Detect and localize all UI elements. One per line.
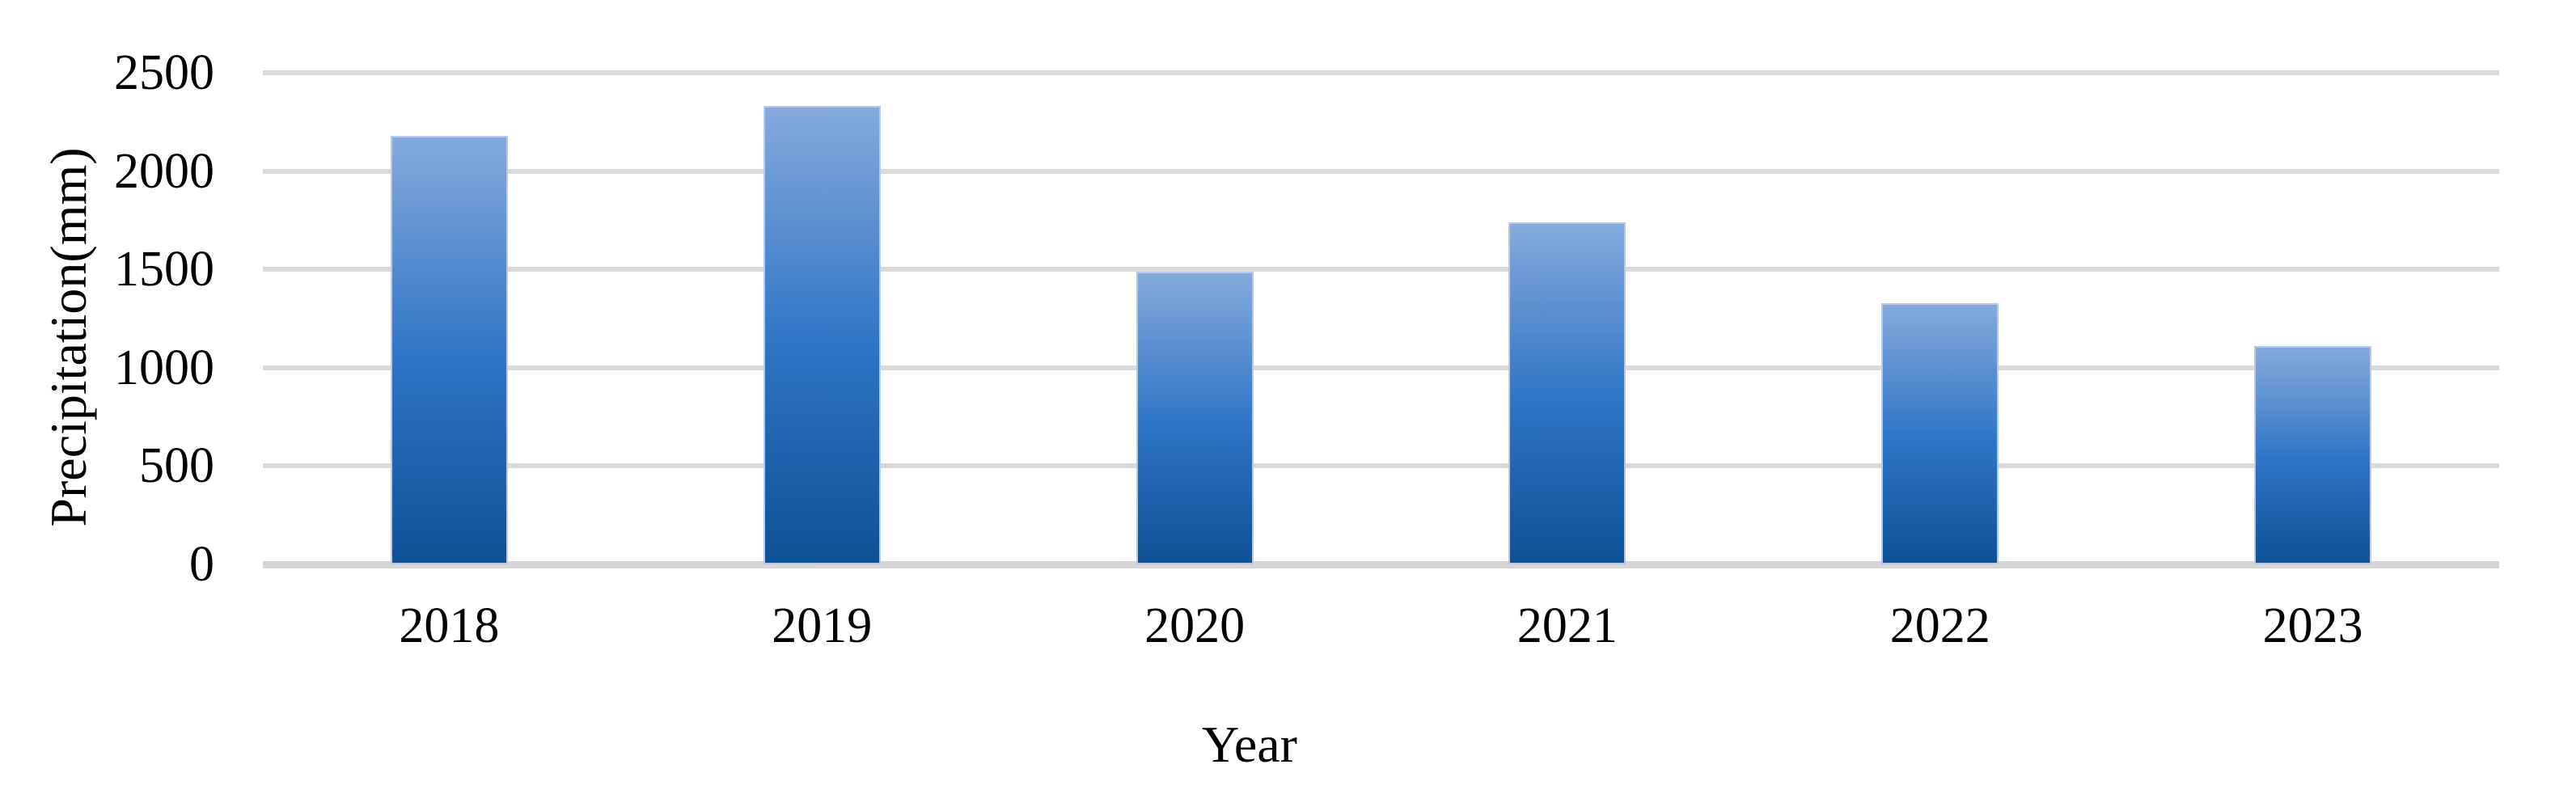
y-tick-label-0: 0 bbox=[189, 537, 214, 592]
gridline-2500 bbox=[263, 70, 2499, 75]
plot-area bbox=[263, 70, 2499, 568]
y-tick-label-2000: 2000 bbox=[114, 143, 214, 199]
y-tick-label-1000: 1000 bbox=[114, 340, 214, 395]
gridline-2000 bbox=[263, 168, 2499, 174]
y-tick-label-2500: 2500 bbox=[114, 45, 214, 100]
x-tick-label-2023: 2023 bbox=[2262, 598, 2363, 653]
gridline-1500 bbox=[263, 267, 2499, 272]
gridline-1000 bbox=[263, 365, 2499, 370]
x-tick-label-2022: 2022 bbox=[1889, 598, 1990, 653]
x-tick-label-2019: 2019 bbox=[772, 598, 873, 653]
x-axis-line bbox=[263, 560, 2499, 568]
x-tick-label-2018: 2018 bbox=[399, 598, 500, 653]
bar-2023 bbox=[2254, 346, 2372, 564]
bar-2019 bbox=[763, 106, 881, 564]
bar-2020 bbox=[1136, 271, 1254, 564]
bar-2018 bbox=[390, 135, 508, 564]
x-axis-title: Year bbox=[1202, 716, 1297, 773]
x-tick-label-2021: 2021 bbox=[1516, 598, 1618, 653]
gridline-500 bbox=[263, 463, 2499, 469]
x-tick-label-2020: 2020 bbox=[1144, 598, 1246, 653]
y-tick-label-500: 500 bbox=[139, 438, 214, 494]
bar-2022 bbox=[1881, 302, 1999, 564]
bar-2021 bbox=[1508, 222, 1626, 564]
y-tick-label-1500: 1500 bbox=[114, 242, 214, 298]
